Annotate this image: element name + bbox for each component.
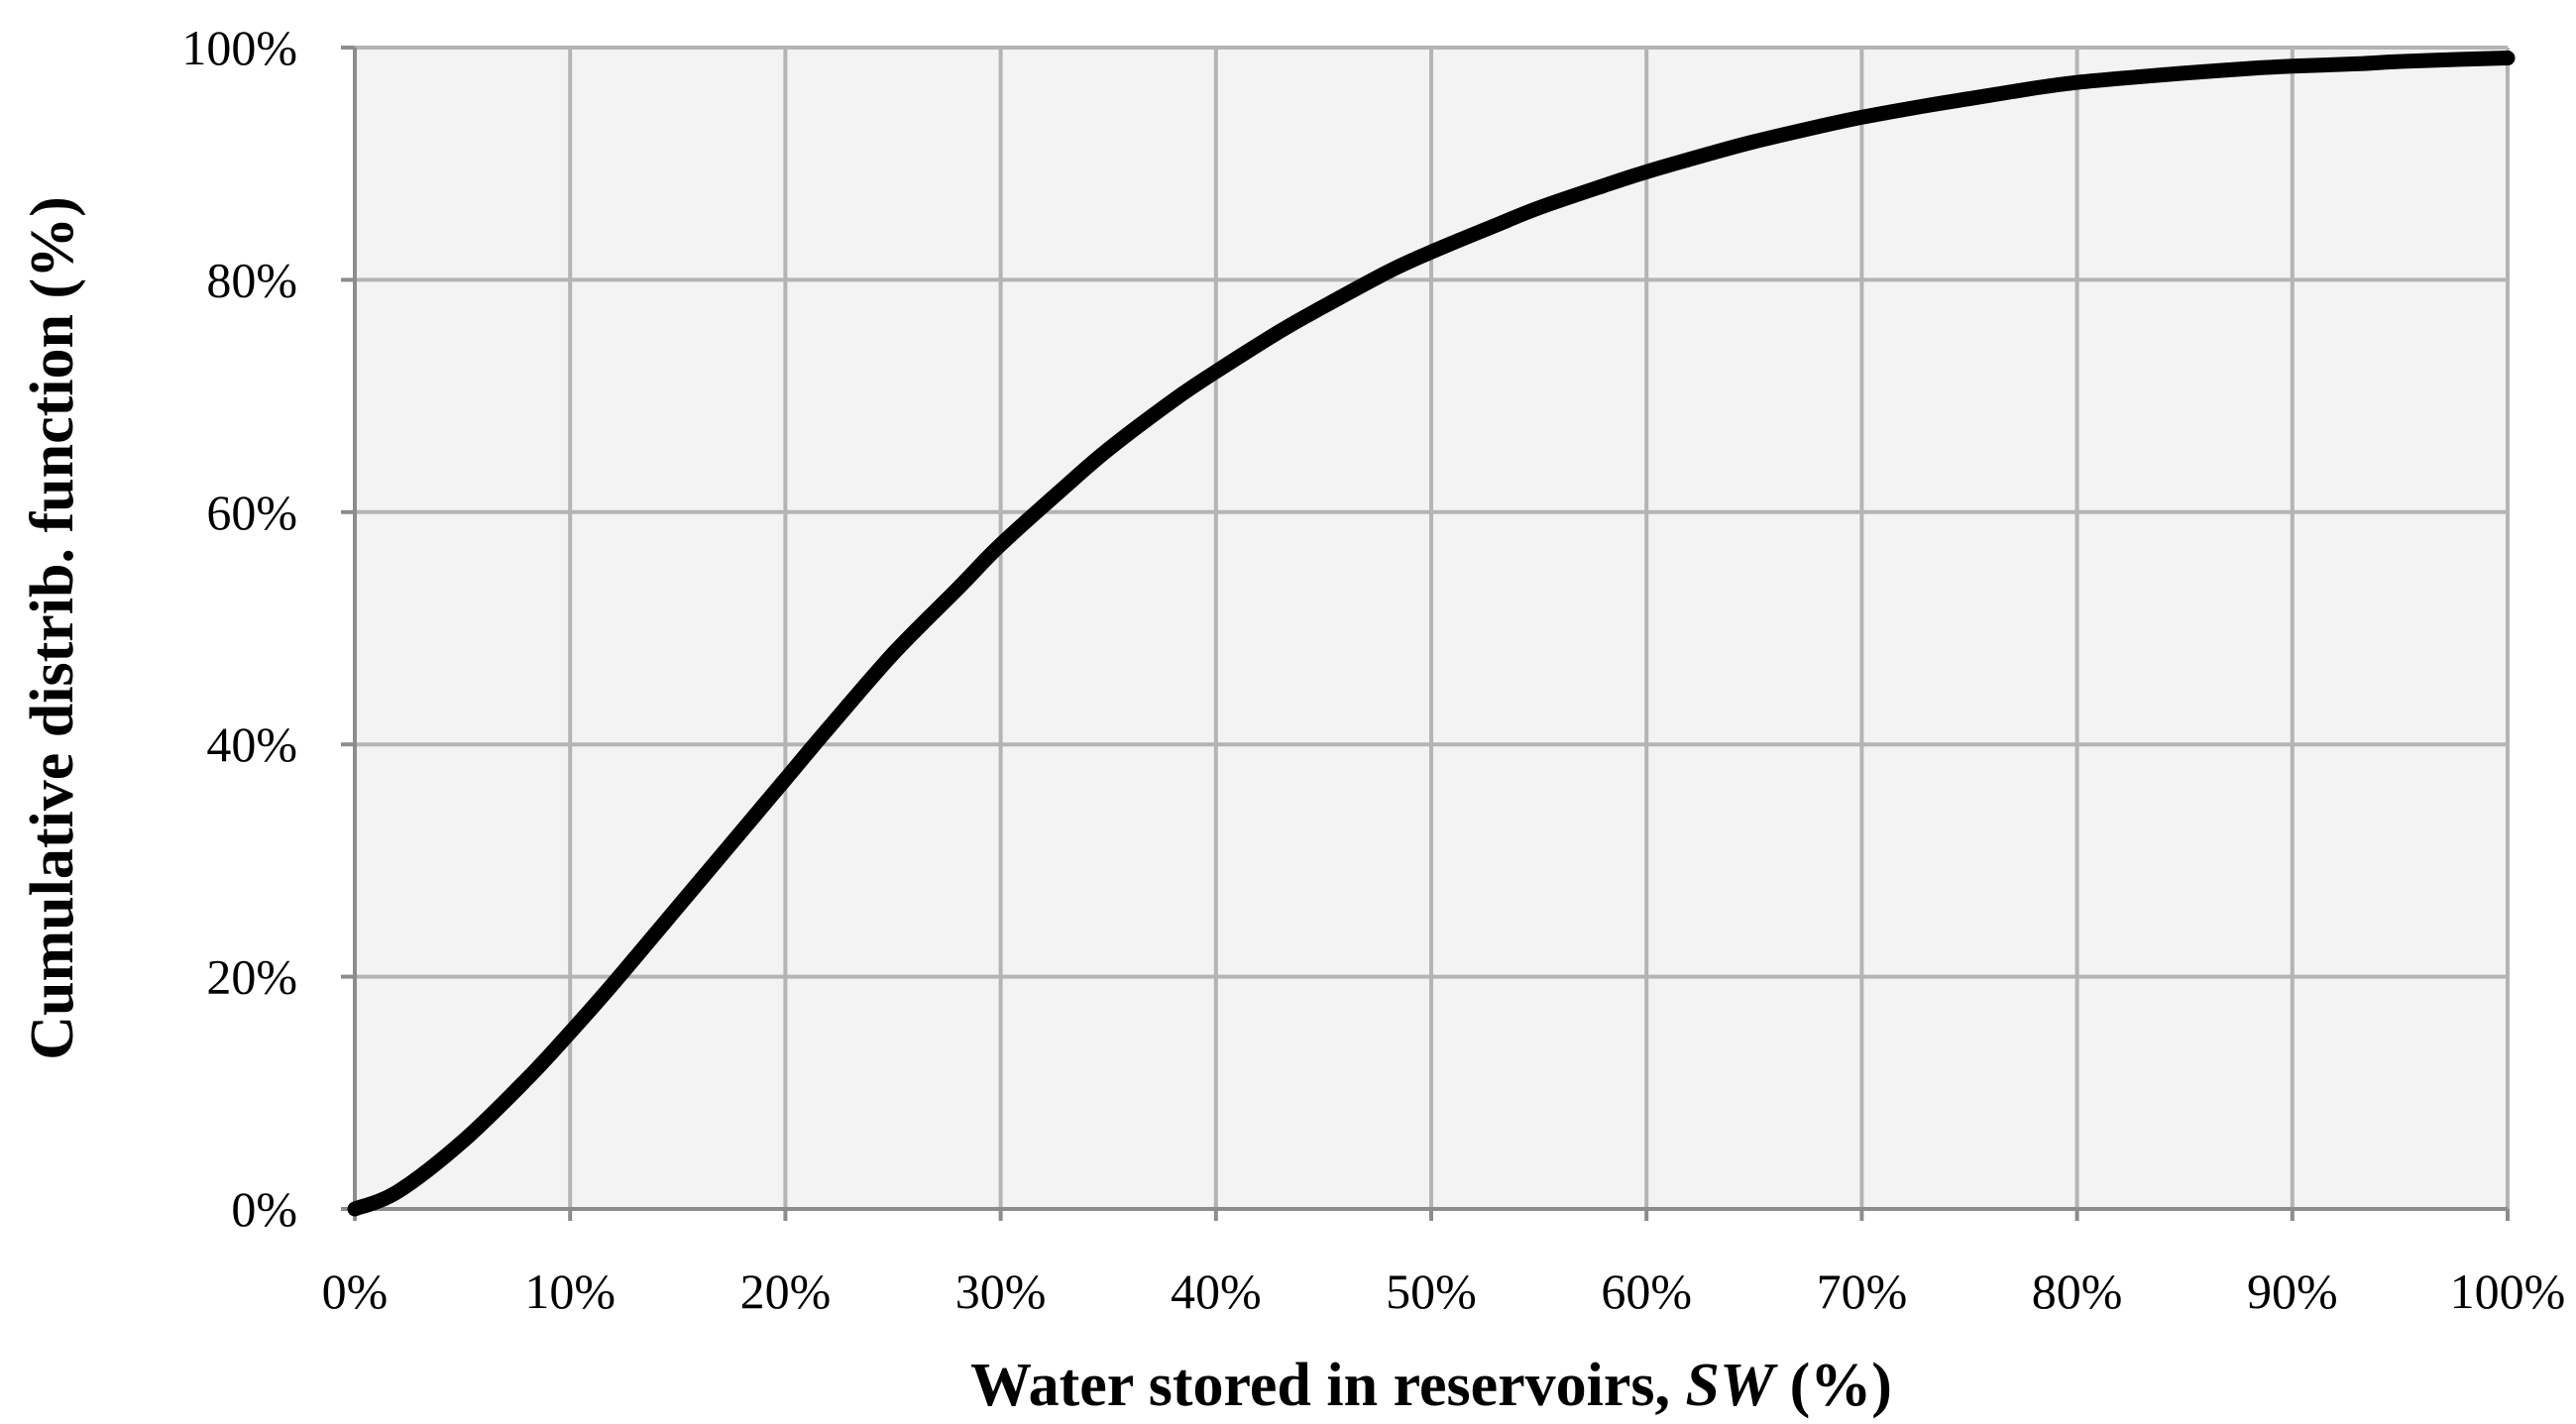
data-series [347,51,2516,1217]
x-tick-label: 90% [2247,1263,2338,1319]
axes [341,48,2508,1221]
x-tick-label: 60% [1601,1263,1692,1319]
gridlines [355,46,2510,1209]
x-tick-label: 50% [1386,1263,1477,1319]
y-axis-ticks: 0% 20% 40% 60% 80% 100% [181,20,355,1237]
y-tick-label: 0% [231,1181,297,1237]
x-tick-label: 80% [2032,1263,2123,1319]
x-axis-title: Water stored in reservoirs, SW (%) [970,1352,1892,1419]
x-tick-label: 70% [1817,1263,1908,1319]
x-tick-label: 100% [2450,1263,2566,1319]
x-tick-label: 30% [955,1263,1047,1319]
y-tick-label: 60% [206,485,297,540]
x-tick-label: 10% [524,1263,616,1319]
x-axis-ticks: 0% 10% 20% 30% 40% 50% 60% 70% 80% 90% 100% [322,1209,2566,1319]
x-tick-label: 20% [740,1263,832,1319]
x-tick-label: 40% [1171,1263,1262,1319]
x-tick-label: 0% [322,1263,389,1319]
y-axis-title: Cumulative distrib. function (%) [19,196,86,1059]
series-line-cdf [347,51,2516,1217]
y-tick-label: 80% [206,252,297,307]
y-tick-label: 100% [181,20,297,75]
y-tick-label: 40% [206,716,297,772]
y-tick-label: 20% [206,949,297,1005]
